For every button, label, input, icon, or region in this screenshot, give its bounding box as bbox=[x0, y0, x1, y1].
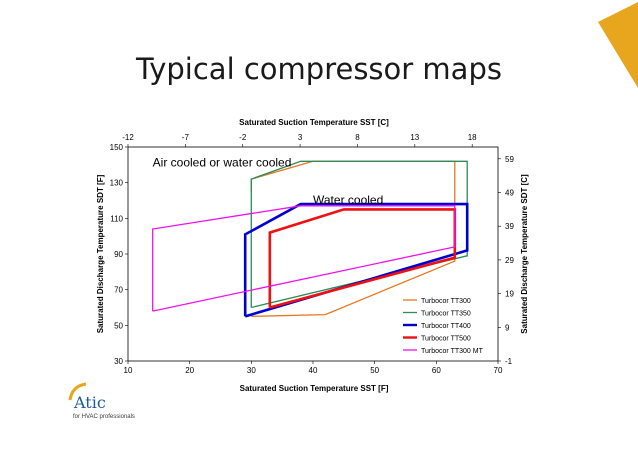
y2-tick-label-5: 49 bbox=[505, 188, 514, 197]
slide-title: Typical compressor maps bbox=[136, 52, 502, 86]
y2-tick-label-3: 29 bbox=[505, 256, 514, 265]
x-tick-label-1: 20 bbox=[185, 366, 194, 375]
chart-labels: Saturated Suction Temperature SST [F] Sa… bbox=[96, 118, 529, 393]
y-tick-label-3: 90 bbox=[114, 250, 123, 259]
legend-label-3: Turbocor TT500 bbox=[421, 336, 471, 343]
top-axis-label: Saturated Suction Temperature SST [C] bbox=[239, 118, 389, 127]
right-axis-label: Saturated Discharge Temperature SDT [C] bbox=[520, 174, 529, 334]
annotation-water-cooled: Water cooled bbox=[313, 193, 383, 207]
series-line-turbocor-tt350 bbox=[250, 160, 468, 309]
series-line-turbocor-tt500 bbox=[268, 208, 457, 309]
y2-tick-label-6: 59 bbox=[505, 155, 514, 164]
corner-accent-shape bbox=[598, 2, 638, 88]
legend-label-0: Turbocor TT300 bbox=[421, 298, 471, 305]
atic-logo-icon bbox=[68, 382, 87, 401]
y-axis-label: Saturated Discharge Temperature SDT [F] bbox=[96, 174, 105, 333]
x2-tick-label-6: 18 bbox=[468, 133, 477, 142]
series-line-turbocor-tt300 bbox=[250, 160, 456, 318]
y2-tick-label-2: 19 bbox=[505, 290, 514, 299]
y2-tick-label-4: 39 bbox=[505, 222, 514, 231]
y-tick-label-5: 130 bbox=[110, 179, 124, 188]
chart-axes: 10 20 30 40 50 60 70 -12 -7 -2 3 8 13 18 30 50 70 90 110 13… bbox=[110, 133, 515, 375]
annotation-air-or-water-cooled: Air cooled or water cooled bbox=[153, 156, 292, 170]
legend-label-2: Turbocor TT400 bbox=[421, 323, 471, 330]
series-line-turbocor-tt400 bbox=[243, 202, 469, 318]
x2-tick-label-5: 13 bbox=[410, 133, 419, 142]
x2-tick-label-4: 8 bbox=[355, 133, 360, 142]
x-tick-label-2: 30 bbox=[247, 366, 256, 375]
y-tick-label-1: 50 bbox=[114, 321, 123, 330]
chart-series bbox=[152, 160, 469, 318]
x2-tick-label-1: -7 bbox=[182, 133, 190, 142]
series-line-turbocor-tt300-mt bbox=[152, 205, 456, 312]
y2-tick-label-1: 9 bbox=[505, 323, 510, 332]
x-tick-label-5: 60 bbox=[432, 366, 441, 375]
x-tick-label-6: 70 bbox=[494, 366, 503, 375]
legend-label-1: Turbocor TT350 bbox=[421, 311, 471, 318]
x-tick-label-4: 50 bbox=[370, 366, 379, 375]
y2-tick-label-0: -1 bbox=[505, 357, 513, 366]
y-tick-label-0: 30 bbox=[114, 357, 123, 366]
x-tick-label-3: 40 bbox=[309, 366, 318, 375]
logo-tagline: for HVAC professionals bbox=[73, 414, 135, 420]
legend-label-4: Turbocor TT300 MT bbox=[421, 348, 484, 355]
y-tick-label-6: 150 bbox=[110, 143, 124, 152]
x-tick-label-0: 10 bbox=[124, 366, 133, 375]
chart-legend: Turbocor TT300 Turbocor TT350 Turbocor TT4… bbox=[403, 298, 484, 355]
x-axis-label: Saturated Suction Temperature SST [F] bbox=[240, 384, 389, 393]
logo-name: Atic bbox=[74, 393, 106, 412]
y-tick-label-2: 70 bbox=[114, 286, 123, 295]
x2-tick-label-2: -2 bbox=[239, 133, 247, 142]
y-tick-label-4: 110 bbox=[110, 214, 123, 223]
x2-tick-label-3: 3 bbox=[298, 133, 303, 142]
x2-tick-label-0: -12 bbox=[122, 133, 134, 142]
